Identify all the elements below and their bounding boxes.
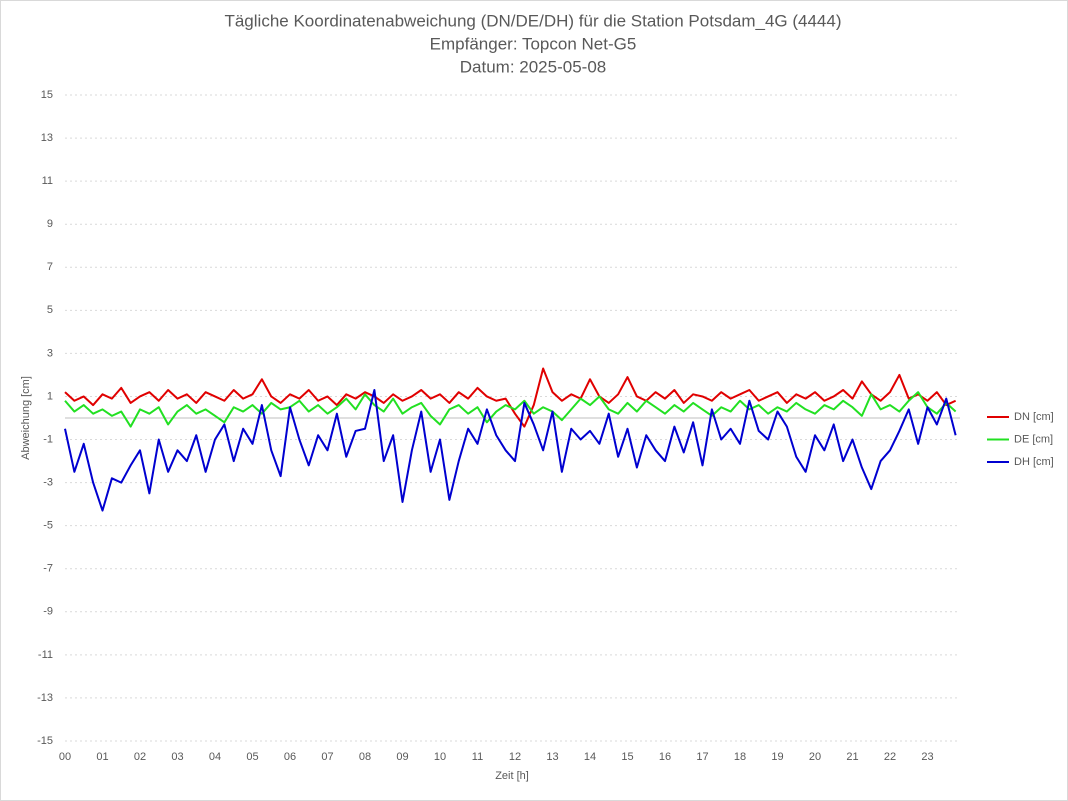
x-tick-label: 15 — [621, 751, 633, 763]
x-tick-label: 19 — [771, 751, 783, 763]
y-tick-label: 1 — [47, 390, 53, 402]
y-tick-label: 7 — [47, 261, 53, 273]
x-tick-label: 23 — [921, 751, 933, 763]
y-tick-label: -1 — [43, 433, 53, 445]
y-tick-label: 11 — [42, 175, 53, 187]
series-line — [64, 391, 957, 428]
x-tick-label: 00 — [59, 751, 71, 763]
x-axis-label: Zeit [h] — [495, 770, 529, 782]
y-axis-label: Abweichung [cm] — [20, 376, 32, 460]
y-tick-label: 9 — [47, 218, 53, 230]
y-tick-label: -15 — [37, 735, 53, 747]
y-tick-label: -3 — [43, 477, 53, 489]
chart-date: Datum: 2025-05-08 — [460, 57, 606, 76]
x-tick-label: 22 — [884, 751, 896, 763]
x-tick-label: 09 — [396, 751, 408, 763]
x-tick-label: 08 — [359, 751, 371, 763]
y-tick-label: 13 — [41, 132, 53, 144]
y-tick-label: -9 — [43, 606, 53, 618]
y-tick-label: 5 — [47, 304, 53, 316]
x-tick-label: 21 — [846, 751, 858, 763]
series-line — [64, 389, 957, 512]
x-tick-label: 18 — [734, 751, 746, 763]
chart-subtitle: Empfänger: Topcon Net-G5 — [430, 34, 637, 53]
y-tick-label: 3 — [47, 347, 53, 359]
legend-label: DN [cm] — [1014, 411, 1054, 423]
x-tick-label: 13 — [546, 751, 558, 763]
x-tick-label: 17 — [696, 751, 708, 763]
legend-label: DH [cm] — [1014, 456, 1054, 468]
x-tick-label: 06 — [284, 751, 296, 763]
x-tick-label: 16 — [659, 751, 671, 763]
x-tick-label: 05 — [246, 751, 258, 763]
x-tick-label: 11 — [472, 751, 483, 763]
x-tick-label: 10 — [434, 751, 446, 763]
y-tick-label: -13 — [37, 692, 53, 704]
y-tick-label: 15 — [41, 89, 53, 101]
chart-title: Tägliche Koordinatenabweichung (DN/DE/DH… — [224, 11, 841, 30]
x-tick-label: 03 — [171, 751, 183, 763]
legend-label: DE [cm] — [1014, 433, 1053, 445]
y-tick-label: -11 — [38, 649, 53, 661]
x-tick-label: 01 — [96, 751, 108, 763]
x-tick-label: 02 — [134, 751, 146, 763]
x-tick-label: 07 — [321, 751, 333, 763]
x-tick-label: 04 — [209, 751, 221, 763]
y-tick-label: -7 — [43, 563, 53, 575]
x-tick-label: 12 — [509, 751, 521, 763]
x-tick-label: 20 — [809, 751, 821, 763]
x-tick-label: 14 — [584, 751, 596, 763]
y-tick-label: -5 — [43, 520, 53, 532]
